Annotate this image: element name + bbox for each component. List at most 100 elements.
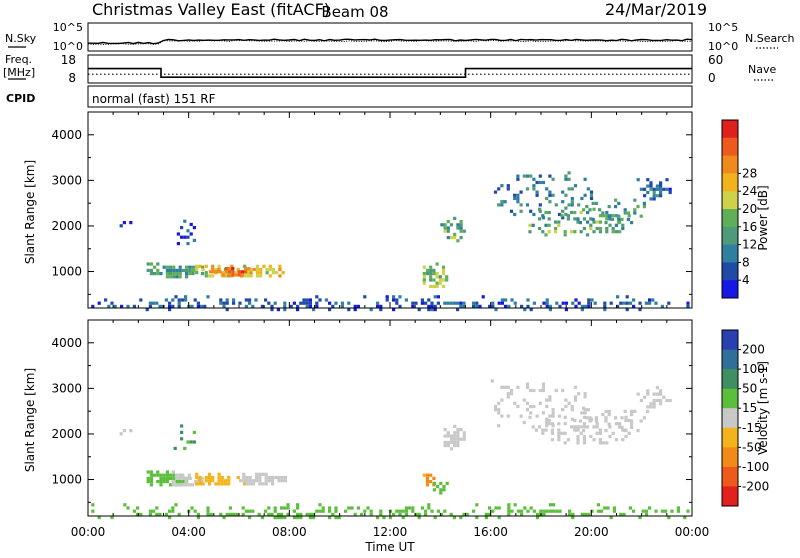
velocity-echo-cell [576, 425, 580, 429]
power-echo-cell [225, 298, 229, 302]
velocity-y-ticks: 1000 2000 3000 4000 [51, 319, 693, 516]
velocity-echo-cell [536, 512, 540, 516]
velocity-echo-cell [623, 409, 627, 413]
velocity-echo-cell [264, 482, 268, 486]
velocity-echo-cell [449, 437, 454, 441]
noise-right-tick-bottom: 10^0 [708, 40, 738, 53]
velocity-echo-cell [180, 424, 184, 428]
velocity-echo-cell [686, 509, 690, 513]
power-echo-cell [587, 304, 591, 308]
velocity-echo-cell [582, 434, 586, 439]
velocity-echo-cell [277, 479, 281, 483]
velocity-echo-cell [308, 516, 312, 520]
velocity-echo-cell [172, 473, 176, 477]
power-echo-cell [175, 275, 179, 279]
power-echo-cell [308, 304, 312, 308]
power-echo-cell [200, 304, 204, 308]
velocity-echo-cell [347, 506, 351, 510]
velocity-echo-cell [153, 473, 157, 477]
power-echo-cell [207, 274, 212, 278]
velocity-echo-cell [583, 395, 587, 399]
power-echo-cell [516, 193, 520, 197]
power-echo-cell [601, 211, 605, 215]
power-echo-cell [195, 271, 199, 275]
power-echo-cell [576, 217, 580, 221]
velocity-echo-cell [594, 419, 598, 423]
power-echo-cell [217, 267, 221, 272]
power-echo-cell [459, 229, 463, 233]
power-echo-cell [435, 272, 439, 276]
power-echo-cell [232, 301, 236, 305]
power-echo-cell [191, 265, 195, 269]
power-echo-cell [120, 304, 124, 308]
power-echo-cell [185, 275, 189, 279]
freq-label-line1: Freq. [5, 53, 32, 66]
velocity-echo-cell [276, 512, 280, 516]
power-echo-cell [231, 267, 235, 271]
velocity-echo-cell [211, 479, 215, 483]
power-echo-cell [554, 203, 558, 207]
power-echo-cell [259, 267, 263, 272]
velocity-echo-cell [587, 512, 591, 516]
velocity-echo-cell [624, 434, 628, 439]
velocity-echo-cell [545, 417, 549, 421]
power-echo-cell [544, 233, 548, 237]
velocity-echo-cell [174, 473, 179, 477]
velocity-echo-cell [497, 506, 501, 510]
velocity-colorbar-segment [722, 349, 738, 370]
power-echo-cell [577, 301, 581, 305]
power-echo-cell [188, 268, 192, 272]
velocity-echo-cell [353, 512, 357, 516]
power-echo-cell [513, 301, 517, 305]
power-echo-cell [563, 230, 567, 234]
power-echo-cell [646, 184, 650, 188]
power-echo-cell [500, 200, 504, 204]
velocity-echo-cell [583, 392, 587, 396]
velocity-echo-cell [636, 392, 640, 396]
velocity-echo-cell [119, 432, 123, 436]
velocity-echo-cell [564, 404, 568, 409]
velocity-echo-cell [580, 411, 584, 415]
velocity-echo-cell [507, 506, 511, 510]
power-echo-cell [433, 295, 437, 299]
power-echo-cell [595, 220, 599, 224]
velocity-echo-cell [217, 479, 221, 483]
velocity-echo-cell [592, 425, 596, 429]
power-echo-cell [244, 304, 248, 308]
time-x-tick-label: 12:00 [373, 525, 408, 539]
velocity-echo-cell [568, 509, 572, 513]
power-echo-cell [544, 210, 548, 215]
velocity-y-tick-label: 2000 [51, 427, 82, 441]
velocity-echo-cell [577, 392, 581, 396]
power-echo-cell [172, 268, 176, 272]
velocity-echo-cell [251, 482, 255, 486]
velocity-echo-cell [453, 424, 457, 428]
power-echo-cell [445, 275, 449, 279]
velocity-echo-cell [207, 482, 212, 486]
velocity-echo-cell [211, 475, 215, 480]
velocity-echo-cell [258, 472, 262, 476]
velocity-echo-cell [604, 409, 608, 413]
velocity-echo-cell [649, 402, 653, 406]
velocity-echo-cell [529, 506, 533, 510]
power-echo-cell [579, 230, 583, 234]
cpid-label: CPID [6, 92, 35, 105]
power-echo-cell [504, 298, 508, 302]
power-echo-cell [113, 304, 117, 308]
velocity-colorbar-segment [722, 486, 738, 507]
power-echo-cell [563, 233, 567, 237]
power-echo-cell [340, 304, 344, 308]
power-echo-cell [435, 284, 439, 288]
power-echo-cell [516, 200, 520, 204]
velocity-echo-cell [149, 476, 153, 480]
power-echo-cell [192, 226, 196, 230]
velocity-echo-cell [659, 398, 663, 403]
velocity-echo-cell [529, 411, 533, 415]
power-echo-cell [149, 268, 153, 272]
power-echo-cell [614, 198, 618, 202]
velocity-echo-cell [497, 408, 501, 412]
velocity-echo-cell [506, 392, 510, 396]
power-echo-cell [178, 272, 182, 276]
velocity-echo-cell [180, 430, 184, 434]
power-echo-cell [520, 304, 524, 308]
